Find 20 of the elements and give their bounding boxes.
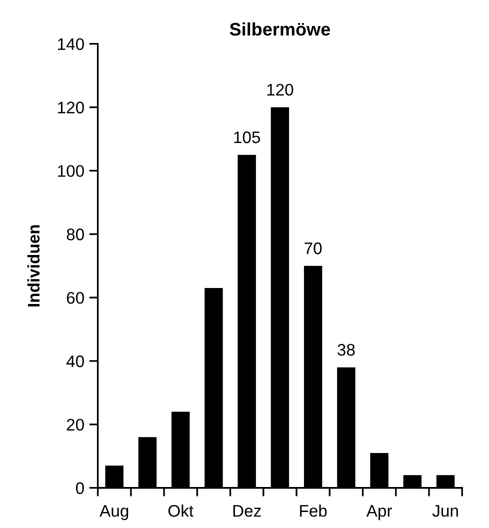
y-tick-label: 120 — [58, 102, 84, 114]
y-tick-label: 40 — [66, 355, 84, 368]
y-tick-label: 20 — [66, 418, 84, 431]
x-tick-label: Dez — [233, 505, 261, 517]
data-label: 105 — [234, 131, 260, 144]
y-tick-label: 0 — [76, 482, 84, 494]
y-tick-label: 60 — [66, 292, 84, 304]
x-tick-label: Apr — [366, 505, 392, 520]
data-label: 120 — [267, 84, 294, 96]
data-label: 38 — [338, 344, 355, 356]
data-label: 70 — [304, 242, 322, 254]
x-tick-label: Feb — [300, 504, 327, 517]
y-tick-label: 100 — [58, 165, 84, 177]
chart-title: Silbermöwe — [230, 22, 330, 36]
y-tick-label: 80 — [66, 228, 84, 240]
x-tick-label: Okt — [168, 504, 194, 517]
y-tick-label: 140 — [58, 38, 84, 50]
x-tick-label: Jun — [432, 505, 458, 517]
x-tick-label: Aug — [100, 505, 128, 520]
y-axis-title: Individuen — [27, 225, 40, 306]
